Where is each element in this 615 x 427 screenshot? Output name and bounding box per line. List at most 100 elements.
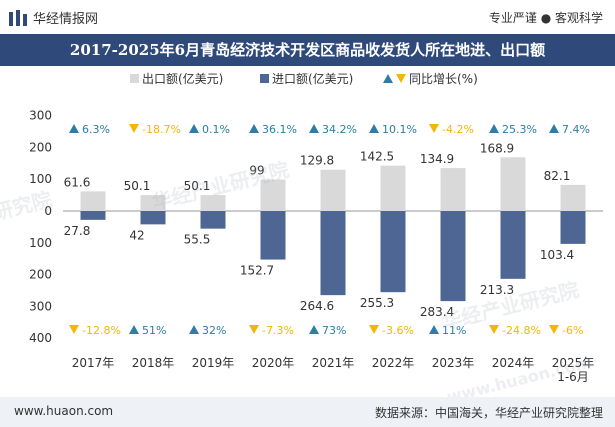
- export-growth-label: 0.1%: [202, 123, 230, 136]
- export-bar: [140, 195, 166, 211]
- legend-down-triangle-icon: [396, 74, 406, 83]
- import-value-label: 283.4: [420, 305, 454, 319]
- export-growth-label: 10.1%: [382, 123, 417, 136]
- export-value-label: 50.1: [124, 179, 151, 193]
- x-tick-label: 2019年: [192, 356, 235, 370]
- growth-up-icon: [549, 124, 559, 133]
- export-bar: [380, 165, 406, 211]
- import-value-label: 213.3: [480, 283, 514, 297]
- export-bar: [80, 191, 106, 211]
- export-value-label: 61.6: [64, 175, 91, 189]
- legend-swatch-import: [260, 74, 269, 83]
- import-value-label: 152.7: [240, 264, 274, 278]
- x-tick-label: 2020年: [252, 356, 295, 370]
- export-growth-label: 6.3%: [82, 123, 110, 136]
- top-bar: 华经情报网 专业严谨 ● 客观科学: [0, 0, 615, 36]
- import-growth-label: 32%: [202, 324, 226, 337]
- import-growth-label: -12.8%: [82, 324, 121, 337]
- legend-label-export: 出口额(亿美元): [142, 71, 223, 86]
- export-bar: [440, 168, 466, 211]
- growth-down-icon: [549, 325, 559, 334]
- growth-up-icon: [69, 124, 79, 133]
- import-value-label: 255.3: [360, 296, 394, 310]
- x-tick-label: 2025年: [552, 356, 595, 370]
- legend-label-growth: 同比增长(%): [409, 72, 478, 86]
- x-tick-label: 2023年: [432, 356, 475, 370]
- y-tick-label: 100: [29, 172, 52, 186]
- chart-title: 2017-2025年6月青岛经济技术开发区商品收发货人所在地进、出口额: [0, 34, 615, 66]
- y-tick-label: 200: [29, 268, 52, 282]
- y-tick-label: 300: [29, 299, 52, 313]
- x-tick-label: 2021年: [312, 356, 355, 370]
- import-bar: [200, 211, 226, 229]
- x-tick-label: 2017年: [72, 356, 115, 370]
- y-tick-label: 0: [44, 204, 52, 218]
- export-growth-label: 36.1%: [262, 123, 297, 136]
- growth-up-icon: [189, 325, 199, 334]
- footer-site: www.huaon.com: [14, 404, 114, 418]
- growth-down-icon: [489, 325, 499, 334]
- export-value-label: 129.8: [300, 154, 334, 168]
- import-growth-label: 51%: [142, 324, 166, 337]
- import-bar: [80, 211, 106, 220]
- growth-up-icon: [489, 124, 499, 133]
- footer-source: 数据来源：中国海关，华经产业研究院整理: [374, 406, 603, 420]
- import-bar: [260, 211, 286, 260]
- import-bar: [140, 211, 166, 225]
- legend-swatch-export: [130, 74, 139, 83]
- import-bar: [320, 211, 346, 296]
- export-value-label: 134.9: [420, 152, 454, 166]
- export-value-label: 168.9: [480, 141, 514, 155]
- import-value-label: 264.6: [300, 299, 334, 313]
- x-tick-label: 2018年: [132, 356, 175, 370]
- x-tick-label: 1-6月: [557, 370, 589, 384]
- import-value-label: 42: [129, 228, 144, 242]
- growth-down-icon: [369, 325, 379, 334]
- export-value-label: 99: [249, 164, 264, 178]
- export-bar: [200, 195, 226, 211]
- export-value-label: 142.5: [360, 150, 394, 164]
- y-tick-label: 300: [29, 109, 52, 123]
- import-bar: [440, 211, 466, 302]
- import-bar: [560, 211, 586, 244]
- growth-up-icon: [309, 325, 319, 334]
- legend-up-triangle-icon: [383, 74, 393, 83]
- import-growth-label: -7.3%: [262, 324, 294, 337]
- import-growth-label: -6%: [562, 324, 583, 337]
- export-growth-label: 25.3%: [502, 123, 537, 136]
- import-growth-label: -3.6%: [382, 324, 414, 337]
- export-value-label: 50.1: [184, 179, 211, 193]
- growth-down-icon: [69, 325, 79, 334]
- tagline: 专业严谨 ● 客观科学: [488, 11, 603, 25]
- growth-down-icon: [129, 124, 139, 133]
- growth-up-icon: [429, 325, 439, 334]
- export-bar: [560, 184, 586, 211]
- y-tick-label: 200: [29, 140, 52, 154]
- y-tick-label: 100: [29, 236, 52, 250]
- chart-area: 出口额(亿美元) 进口额(亿美元) 同比增长(%) 300 200 100 0 100 200 3…: [29, 71, 603, 384]
- logo-name: 华经情报网: [33, 12, 99, 27]
- import-value-label: 27.8: [64, 224, 91, 238]
- y-tick-label: 400: [29, 331, 52, 345]
- x-tick-label: 2024年: [492, 356, 535, 370]
- growth-up-icon: [369, 124, 379, 133]
- export-value-label: 82.1: [544, 169, 571, 183]
- export-bar: [260, 179, 286, 211]
- x-tick-label: 2022年: [372, 356, 415, 370]
- import-growth-label: 11%: [442, 324, 466, 337]
- growth-up-icon: [129, 325, 139, 334]
- growth-down-icon: [429, 124, 439, 133]
- export-bar: [500, 157, 526, 211]
- export-growth-label: 7.4%: [562, 123, 590, 136]
- import-bar: [500, 211, 526, 279]
- footer: www.huaon.com 数据来源：中国海关，华经产业研究院整理: [0, 397, 615, 427]
- growth-down-icon: [249, 325, 259, 334]
- import-growth-label: -24.8%: [502, 324, 541, 337]
- export-bar: [320, 169, 346, 211]
- growth-up-icon: [249, 124, 259, 133]
- legend-label-import: 进口额(亿美元): [272, 71, 353, 86]
- logo-icon: [9, 10, 27, 26]
- import-bar: [380, 211, 406, 293]
- export-growth-label: -4.2%: [442, 123, 474, 136]
- import-value-label: 55.5: [184, 233, 211, 247]
